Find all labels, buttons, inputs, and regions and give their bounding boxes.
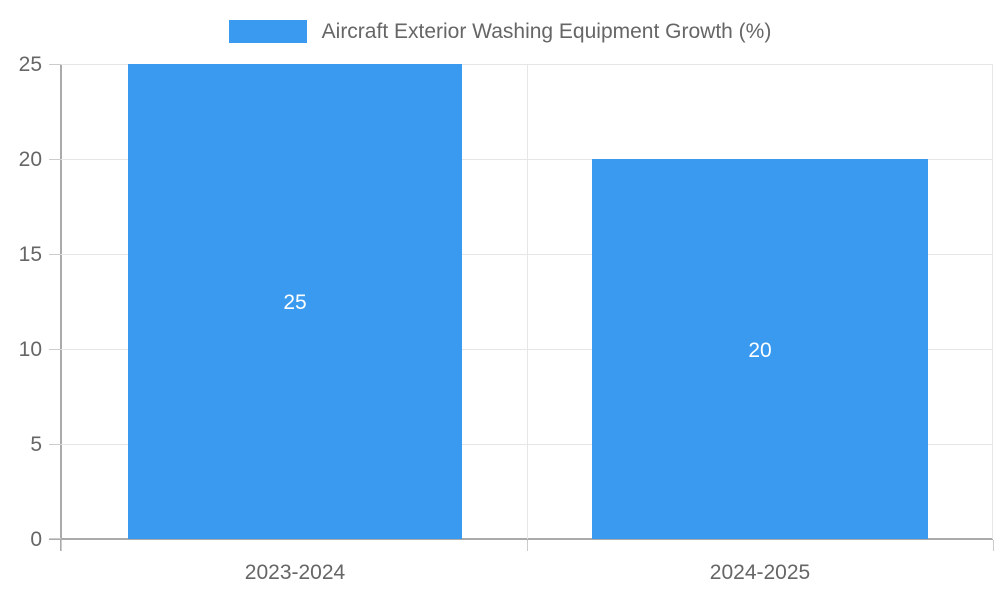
y-axis-label-10: 10 — [18, 338, 42, 361]
plot-area — [61, 64, 993, 539]
y-axis-tick-25 — [49, 64, 61, 65]
x-axis-label-2023-2024: 2023-2024 — [244, 561, 346, 584]
x-axis-tick-start — [61, 540, 62, 551]
legend-entry-0[interactable]: Aircraft Exterior Washing Equipment Grow… — [228, 19, 772, 43]
x-axis-tick-mid — [527, 540, 528, 551]
legend-label: Aircraft Exterior Washing Equipment Grow… — [321, 19, 772, 43]
x-axis-line — [49, 538, 993, 540]
gridline-category-divider — [527, 64, 528, 539]
y-axis-tick-5 — [49, 444, 61, 445]
bar-2024-2025[interactable] — [592, 159, 928, 539]
y-axis-label-5: 5 — [30, 433, 42, 456]
bar-2023-2024[interactable] — [128, 64, 462, 539]
x-axis-tick-end — [993, 540, 994, 551]
chart-legend: Aircraft Exterior Washing Equipment Grow… — [0, 14, 1000, 48]
y-axis-label-20: 20 — [18, 148, 42, 171]
x-axis-label-2024-2025: 2024-2025 — [709, 561, 811, 584]
y-axis-label-15: 15 — [18, 243, 42, 266]
gridline-plot-right — [992, 64, 993, 539]
y-axis-label-25: 25 — [18, 53, 42, 76]
bar-value-2024-2025: 20 — [748, 339, 772, 362]
y-axis-tick-20 — [49, 159, 61, 160]
legend-color-swatch-icon — [228, 19, 307, 43]
bar-value-2023-2024: 25 — [283, 291, 307, 314]
y-axis-line — [60, 64, 62, 551]
y-axis-label-0: 0 — [30, 528, 42, 551]
y-axis-tick-0 — [49, 538, 61, 539]
y-axis-tick-15 — [49, 254, 61, 255]
y-axis-tick-10 — [49, 349, 61, 350]
